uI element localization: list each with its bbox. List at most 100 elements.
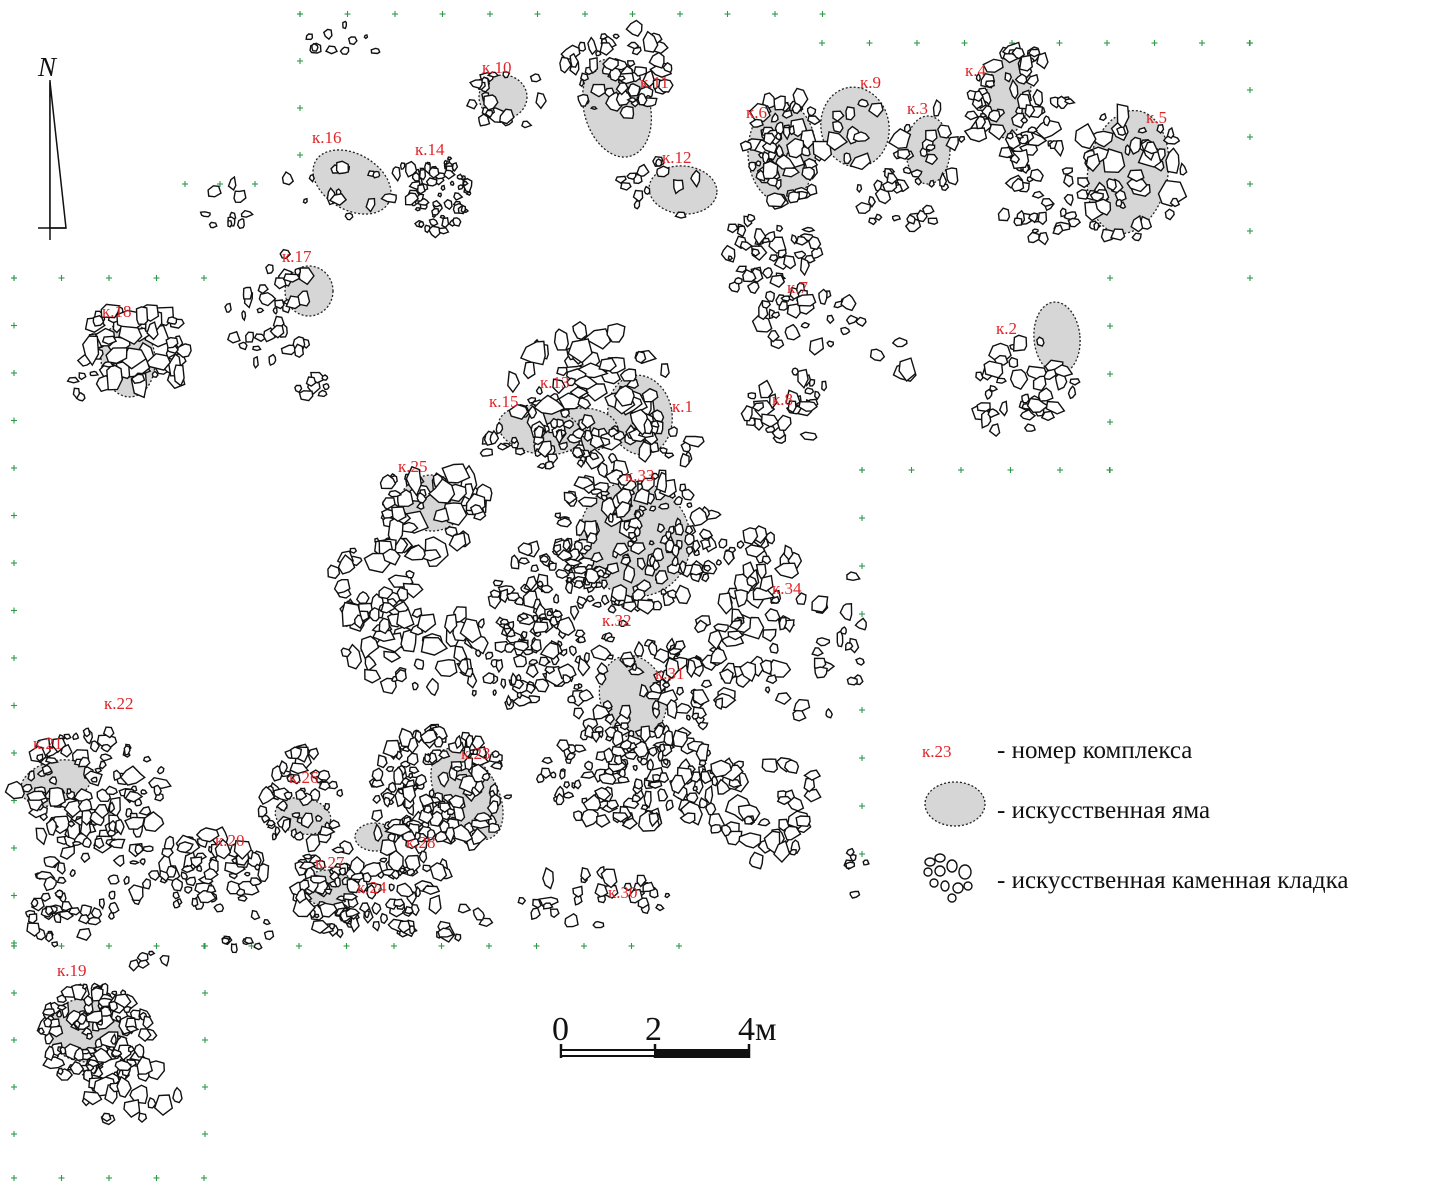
grid-mark [252, 181, 258, 187]
stone [48, 1025, 64, 1038]
stone [784, 323, 801, 341]
stone [465, 98, 478, 110]
stone [76, 1013, 87, 1025]
stone [636, 163, 650, 178]
stone [765, 531, 776, 545]
stone [387, 781, 397, 793]
stone [441, 463, 471, 484]
stone [502, 71, 511, 79]
stone [301, 853, 313, 860]
stone [242, 286, 253, 300]
stone [780, 295, 791, 302]
stone [589, 451, 600, 461]
stone [782, 254, 797, 270]
stone [600, 594, 610, 606]
stone [633, 525, 641, 538]
grid-mark [11, 1037, 17, 1043]
stone [315, 814, 323, 822]
stone [380, 601, 397, 614]
stone [727, 546, 737, 554]
stone [765, 674, 778, 685]
stone [403, 544, 426, 561]
stone [564, 558, 583, 567]
grid-mark [11, 845, 17, 851]
stone [840, 293, 857, 312]
stone [108, 901, 120, 914]
stone [58, 910, 75, 921]
stone [459, 618, 482, 644]
complex-label-k9: к.9 [860, 73, 881, 92]
stone [153, 1094, 174, 1117]
stone [495, 658, 504, 674]
stone [135, 306, 149, 326]
stone [171, 877, 183, 892]
stone [691, 712, 700, 720]
stone [655, 903, 665, 912]
stone [648, 540, 655, 546]
stone [761, 267, 774, 279]
stone [328, 922, 336, 930]
stone [418, 168, 427, 181]
stone [590, 551, 604, 563]
grid-mark [343, 943, 350, 949]
stone [371, 809, 383, 823]
grid-mark [677, 11, 683, 17]
stone [291, 812, 301, 819]
complex-label-k32: к.32 [602, 611, 632, 630]
stone [81, 809, 95, 826]
stone [1015, 132, 1025, 140]
stone [107, 874, 120, 885]
stone [715, 559, 723, 566]
stone [414, 831, 421, 841]
stone [536, 462, 547, 470]
stone [566, 377, 576, 387]
stone [401, 784, 417, 804]
stone [1061, 167, 1074, 175]
stone [808, 378, 816, 387]
stone [457, 184, 464, 191]
stone [975, 371, 984, 382]
stone [432, 507, 450, 523]
stone [902, 166, 912, 175]
grid-mark [958, 467, 964, 473]
stone [783, 825, 802, 841]
stone [685, 792, 699, 804]
stone [526, 396, 537, 404]
stone [684, 525, 694, 535]
stone [633, 640, 645, 657]
stone [1040, 410, 1056, 422]
stone [983, 360, 1004, 379]
stone [770, 311, 781, 319]
stone [793, 698, 811, 712]
stone [322, 382, 330, 391]
stone [573, 476, 595, 490]
stone [43, 855, 61, 869]
stone [697, 721, 709, 731]
stone [404, 160, 418, 178]
stone [540, 584, 554, 594]
stone [742, 527, 759, 545]
stone [123, 1098, 141, 1119]
stone [607, 452, 618, 464]
stone [98, 898, 106, 910]
stone [418, 221, 425, 228]
stone [975, 73, 981, 82]
stone [606, 322, 626, 343]
stone [602, 699, 614, 710]
stone [1115, 198, 1123, 207]
stone [414, 729, 423, 744]
grid-mark [1247, 181, 1253, 187]
grid-mark [859, 515, 865, 521]
stone [127, 884, 144, 902]
stone [257, 804, 268, 818]
stone [148, 950, 156, 957]
stone [318, 902, 338, 918]
stone [250, 909, 261, 921]
stone [572, 885, 584, 898]
stone [483, 94, 499, 111]
stone [323, 802, 331, 812]
stone [797, 368, 809, 390]
stone [539, 554, 550, 563]
stone [92, 314, 105, 327]
stone [740, 405, 753, 422]
